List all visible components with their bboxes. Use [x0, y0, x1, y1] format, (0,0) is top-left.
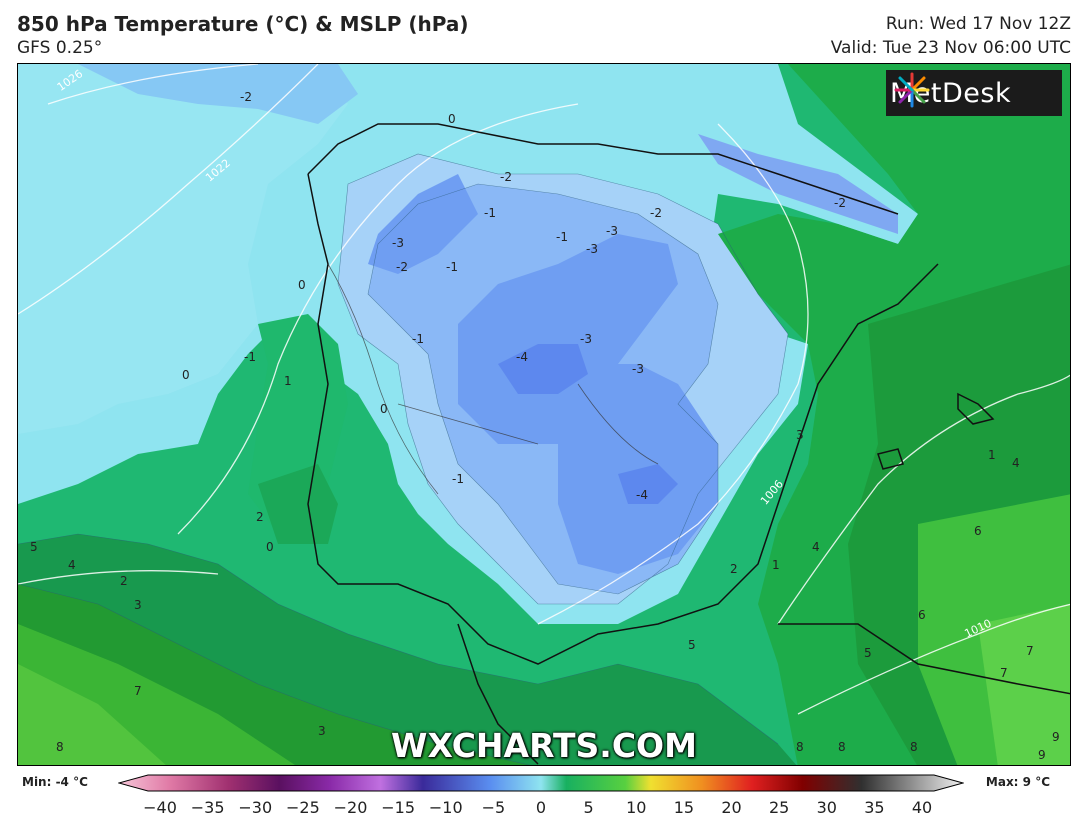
temp-label: 2 [256, 510, 264, 524]
temp-label: 6 [918, 608, 926, 622]
temp-label: -1 [484, 206, 496, 220]
temp-label: 5 [30, 540, 38, 554]
temp-label: 8 [838, 740, 846, 754]
temp-label: 7 [1000, 666, 1008, 680]
colorbar-tick-label: 20 [721, 798, 742, 817]
watermark: WXCHARTS.COM [391, 726, 697, 765]
valid-label: Valid: Tue 23 Nov 06:00 UTC [830, 38, 1071, 58]
temp-label: 8 [910, 740, 918, 754]
temp-label: 4 [68, 558, 76, 572]
colorbar-tick-label: −30 [238, 798, 273, 817]
temp-label: 8 [56, 740, 64, 754]
temp-label: 2 [120, 574, 128, 588]
temp-label: 1 [988, 448, 996, 462]
temp-label: -4 [636, 488, 648, 502]
temp-label: 8 [796, 740, 804, 754]
temp-label: 3 [318, 724, 326, 738]
colorbar-tick-label: −10 [428, 798, 463, 817]
temp-label: -3 [586, 242, 598, 256]
colorbar-tick-label: 40 [911, 798, 933, 817]
colorbar-tick-label: 10 [626, 798, 647, 817]
temp-label: -2 [650, 206, 662, 220]
temp-label: -2 [834, 196, 846, 210]
temp-label: 9 [1052, 730, 1060, 744]
temp-label: 5 [864, 646, 872, 660]
temp-label: -1 [244, 350, 256, 364]
temp-label: 6 [974, 524, 982, 538]
temp-label: 0 [266, 540, 274, 554]
colorbar-tick-label: 15 [673, 798, 695, 817]
temp-label: 0 [298, 278, 306, 292]
colorbar-tick-label: −25 [285, 798, 320, 817]
temp-label: -3 [580, 332, 592, 346]
map-canvas [18, 64, 1070, 765]
model-label: GFS 0.25° [17, 38, 103, 58]
temp-label: 0 [380, 402, 388, 416]
colorbar-gradient [118, 774, 964, 792]
temp-label: 4 [1012, 456, 1020, 470]
colorbar-tick-label: −40 [143, 798, 177, 817]
colorbar-min: Min: -4 °C [22, 775, 88, 789]
temp-label: 3 [796, 428, 804, 442]
temp-label: -1 [412, 332, 424, 346]
metdesk-star-icon [894, 72, 930, 108]
temp-label: 1 [284, 374, 292, 388]
temp-label: -2 [500, 170, 512, 184]
temp-label: 4 [812, 540, 820, 554]
temp-label: -1 [446, 260, 458, 274]
colorbar-max: Max: 9 °C [985, 775, 1050, 789]
temp-label: 9 [1038, 748, 1046, 762]
temp-label: 2 [730, 562, 738, 576]
weather-map[interactable]: 1026 1022 1006 1010 -2 0 -1 -2 -3 -2 -1 … [17, 63, 1071, 766]
temp-label: -1 [452, 472, 464, 486]
temp-label: 7 [134, 684, 142, 698]
temp-label: -3 [392, 236, 404, 250]
colorbar-tick-label: −20 [333, 798, 368, 817]
temp-label: -3 [606, 224, 618, 238]
temp-label: -2 [396, 260, 408, 274]
temp-label: -4 [516, 350, 528, 364]
temp-label: -1 [556, 230, 568, 244]
temp-label: 1 [772, 558, 780, 572]
temp-label: 7 [1026, 644, 1034, 658]
metdesk-logo: MetDesk [886, 70, 1062, 116]
temp-label: -2 [240, 90, 252, 104]
colorbar-tick-label: −5 [481, 798, 506, 817]
colorbar-tick-label: −35 [190, 798, 225, 817]
run-label: Run: Wed 17 Nov 12Z [885, 14, 1071, 34]
colorbar-tick-label: 25 [768, 798, 790, 817]
temp-label: 0 [448, 112, 456, 126]
colorbar-tick-label: −15 [381, 798, 416, 817]
colorbar: Min: -4 °C Max: 9 °C [0, 772, 1088, 832]
temp-label: 5 [688, 638, 696, 652]
temp-label: 3 [134, 598, 142, 612]
colorbar-tick-label: 35 [864, 798, 885, 817]
temp-label: 0 [182, 368, 190, 382]
temp-label: -3 [632, 362, 644, 376]
colorbar-tick-label: 0 [535, 798, 547, 817]
colorbar-tick-label: 30 [816, 798, 837, 817]
chart-title: 850 hPa Temperature (°C) & MSLP (hPa) [17, 12, 469, 36]
colorbar-tick-label: 5 [583, 798, 594, 817]
